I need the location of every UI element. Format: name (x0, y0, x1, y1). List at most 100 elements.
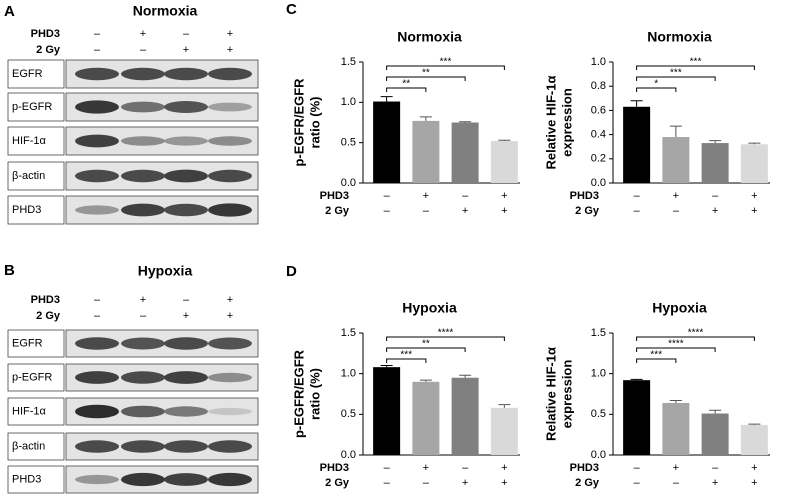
y-axis-label: expression (559, 360, 574, 429)
significance-bracket (636, 358, 677, 363)
row-label-box (7, 59, 65, 89)
band (75, 134, 119, 148)
y-tick-label: 1.0 (591, 56, 606, 68)
band (75, 205, 119, 215)
y-tick-label: 0.0 (341, 449, 356, 461)
band (121, 101, 165, 113)
significance-bracket (636, 65, 755, 70)
band (75, 67, 119, 81)
row-label: β-actin (12, 440, 45, 452)
condition-name: PHD3 (31, 28, 60, 40)
significance-label: **** (668, 339, 684, 350)
band (75, 440, 119, 453)
condition-name: 2 Gy (325, 477, 350, 489)
significance-label: ** (422, 68, 430, 79)
error-bar (669, 400, 682, 403)
band (121, 440, 165, 453)
row-label-box (7, 329, 65, 358)
band (208, 337, 252, 350)
condition-sign: – (673, 205, 680, 217)
band (75, 474, 119, 485)
chart-title: Hypoxia (652, 300, 707, 316)
y-tick-label: 1.0 (341, 368, 356, 380)
y-tick-label: 0.6 (591, 104, 606, 116)
band (164, 473, 208, 486)
significance-label: * (654, 79, 658, 90)
band (121, 337, 165, 350)
condition-sign: – (94, 310, 101, 322)
condition-sign: – (384, 205, 391, 217)
row-label-box (7, 465, 65, 494)
error-bar (498, 139, 511, 142)
error-bar (630, 100, 643, 107)
error-bar (459, 121, 472, 123)
condition-sign: – (673, 477, 680, 489)
panel-label: B (4, 262, 15, 279)
condition-sign: – (462, 462, 469, 474)
band (164, 203, 208, 217)
condition-sign: – (423, 205, 430, 217)
condition-name: PHD3 (570, 190, 599, 202)
y-tick-label: 0.0 (591, 177, 606, 189)
significance-label: ** (402, 79, 410, 90)
bar (412, 381, 440, 455)
error-bar (630, 378, 643, 381)
condition-sign: – (634, 462, 641, 474)
row-label-box (7, 161, 65, 191)
condition-name: PHD3 (570, 462, 599, 474)
condition-sign: + (140, 294, 146, 306)
condition-sign: – (384, 190, 391, 202)
condition-sign: + (423, 462, 429, 474)
band (164, 101, 208, 113)
error-bar (748, 423, 761, 425)
error-bar (709, 140, 722, 144)
significance-bracket (386, 358, 427, 363)
error-bar (380, 365, 393, 368)
y-tick-label: 1.0 (341, 96, 356, 108)
band (121, 371, 165, 384)
bar (623, 380, 651, 455)
condition-name: PHD3 (320, 190, 349, 202)
band (164, 406, 208, 417)
bar (412, 120, 440, 183)
y-axis-label: p-EGFR/EGFR (291, 349, 306, 438)
error-bar (380, 96, 393, 102)
condition-sign: – (94, 28, 101, 40)
condition-sign: + (673, 462, 679, 474)
band (121, 405, 165, 418)
condition-sign: – (94, 44, 101, 56)
condition-sign: – (140, 44, 147, 56)
band (164, 67, 208, 81)
chart-title: Normoxia (397, 29, 462, 45)
chart-title: Hypoxia (402, 300, 457, 316)
condition-name: 2 Gy (575, 477, 600, 489)
bar (740, 144, 768, 183)
row-label: HIF-1α (12, 405, 47, 417)
significance-bracket (386, 347, 466, 352)
y-axis-label: p-EGFR/EGFR (291, 78, 306, 167)
condition-sign: + (462, 477, 468, 489)
error-bar (748, 142, 761, 145)
bar (451, 377, 479, 455)
y-axis-label: ratio (%) (307, 97, 322, 149)
band (208, 169, 252, 183)
band (208, 372, 252, 383)
row-label-box (7, 92, 65, 122)
condition-name: PHD3 (320, 462, 349, 474)
y-axis-label: ratio (%) (307, 368, 322, 420)
row-label: PHD3 (12, 204, 41, 216)
row-label: PHD3 (12, 473, 41, 485)
band (208, 472, 252, 487)
band (121, 169, 165, 183)
band (208, 203, 252, 217)
significance-label: **** (438, 328, 454, 339)
band (75, 169, 119, 183)
condition-sign: – (462, 190, 469, 202)
condition-sign: – (634, 477, 641, 489)
significance-bracket (386, 336, 505, 341)
condition-sign: + (227, 44, 233, 56)
error-bar (419, 116, 432, 121)
row-label: EGFR (12, 68, 43, 80)
band (75, 100, 119, 114)
band (164, 169, 208, 183)
